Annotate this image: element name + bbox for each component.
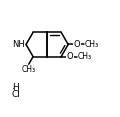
Text: O: O — [74, 40, 80, 49]
Text: CH₃: CH₃ — [22, 65, 36, 74]
Text: H: H — [12, 83, 19, 92]
Text: NH: NH — [12, 40, 25, 49]
Text: CH₃: CH₃ — [85, 40, 99, 49]
Text: O: O — [67, 52, 73, 61]
Text: ·: · — [12, 86, 15, 95]
Text: Cl: Cl — [11, 90, 20, 99]
Text: CH₃: CH₃ — [78, 52, 92, 61]
